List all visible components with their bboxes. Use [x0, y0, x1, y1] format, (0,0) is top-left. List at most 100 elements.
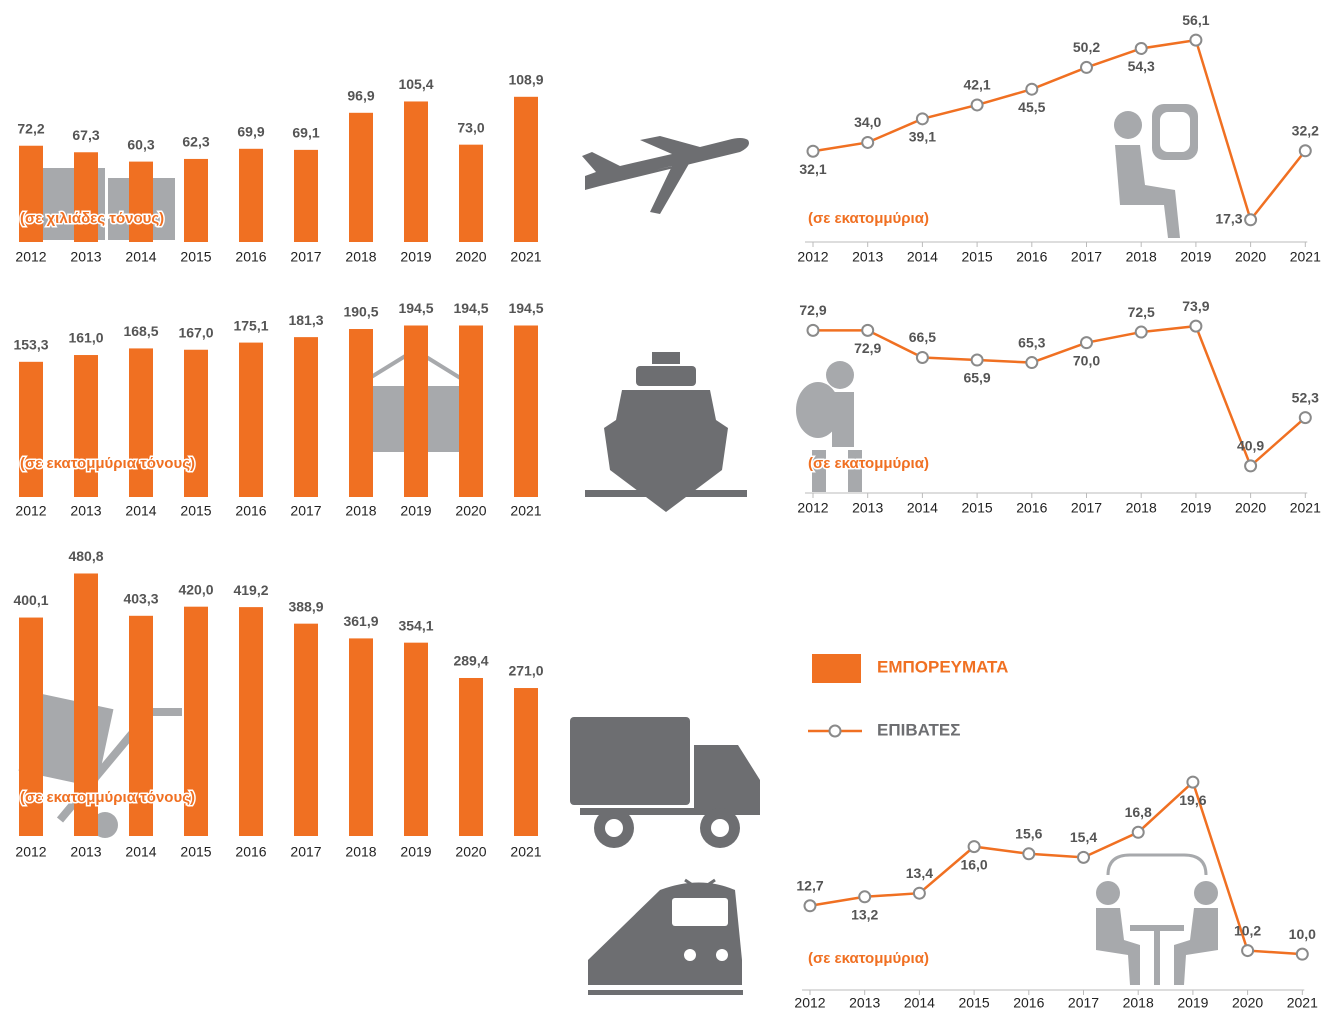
- marker: [1077, 850, 1090, 864]
- x-tick-label: 2021: [510, 503, 541, 519]
- bar: [74, 573, 98, 836]
- unit-label: (σε εκατομμύρια): [808, 455, 929, 472]
- x-tick-label: 2012: [797, 249, 828, 265]
- passenger-pictogram: [1114, 104, 1198, 238]
- value-label: 289,4: [453, 653, 488, 669]
- marker: [1022, 847, 1036, 861]
- bar: [129, 161, 153, 242]
- bar: [404, 325, 428, 497]
- value-label: 72,2: [17, 120, 44, 136]
- marker: [1244, 213, 1258, 227]
- value-label: 19,6: [1179, 792, 1206, 808]
- line: [809, 779, 1303, 956]
- x-tick-label: 2012: [15, 249, 46, 265]
- x-tick-label: 2018: [1126, 249, 1157, 265]
- line: [813, 324, 1307, 469]
- x-tick-label: 2014: [125, 503, 156, 519]
- value-label: 54,3: [1128, 58, 1155, 74]
- x-tick-label: 2015: [959, 995, 990, 1011]
- x-tick-label: 2020: [1235, 249, 1266, 265]
- value-label: 480,8: [68, 548, 103, 564]
- value-label: 15,6: [1015, 825, 1042, 841]
- legend-label: ΕΠΙΒΑΤΕΣ: [877, 720, 960, 739]
- x-tick-label: 2020: [455, 844, 486, 860]
- x-tick-label: 2012: [794, 995, 825, 1011]
- bar: [459, 325, 483, 497]
- marker: [806, 144, 820, 158]
- x-tick-label: 2013: [70, 503, 101, 519]
- marker: [912, 886, 926, 900]
- x-tick-label: 2018: [1123, 995, 1154, 1011]
- plane-icon: [582, 136, 749, 214]
- value-label: 190,5: [343, 304, 378, 320]
- value-label: 69,9: [237, 124, 264, 140]
- marker: [970, 98, 984, 112]
- bar: [294, 623, 318, 836]
- value-label: 70,0: [1073, 352, 1100, 368]
- value-label: 181,3: [288, 312, 323, 328]
- marker: [1186, 775, 1200, 789]
- x-tick-label: 2021: [1290, 500, 1321, 516]
- value-label: 108,9: [508, 72, 543, 88]
- x-tick-label: 2019: [400, 249, 431, 265]
- x-tick-label: 2021: [510, 249, 541, 265]
- bar: [349, 638, 373, 836]
- x-tick-label: 2018: [345, 249, 376, 265]
- x-tick-label: 2019: [1180, 249, 1211, 265]
- marker: [861, 323, 875, 337]
- x-tick-label: 2019: [400, 503, 431, 519]
- marker: [861, 135, 875, 149]
- unit-label: (σε εκατομμύρια τόνους): [20, 455, 195, 472]
- bar: [19, 617, 43, 836]
- value-label: 72,5: [1128, 304, 1155, 320]
- legend: ΕΜΠΟΡΕΥΜΑΤΑ ΕΠΙΒΑΤΕΣ: [808, 654, 1008, 739]
- marker: [1244, 459, 1258, 473]
- value-label: 167,0: [178, 324, 213, 340]
- value-label: 65,9: [963, 370, 990, 386]
- x-tick-label: 2018: [345, 844, 376, 860]
- bar: [239, 148, 263, 242]
- value-label: 10,2: [1234, 922, 1261, 938]
- value-label: 73,9: [1182, 298, 1209, 314]
- x-tick-label: 2015: [962, 249, 993, 265]
- x-tick-label: 2017: [1068, 995, 1099, 1011]
- value-label: 161,0: [68, 330, 103, 346]
- value-label: 403,3: [123, 591, 158, 607]
- x-tick-label: 2017: [290, 844, 321, 860]
- bar: [349, 112, 373, 242]
- x-tick-label: 2015: [180, 844, 211, 860]
- bar: [459, 677, 483, 836]
- marker: [1298, 411, 1312, 425]
- value-label: 15,4: [1070, 829, 1097, 845]
- value-label: 194,5: [508, 300, 543, 316]
- bar: [459, 144, 483, 242]
- x-tick-label: 2014: [907, 500, 938, 516]
- x-tick-label: 2020: [455, 503, 486, 519]
- marker: [967, 840, 981, 854]
- marker: [915, 350, 929, 364]
- value-label: 52,3: [1292, 389, 1319, 405]
- x-tick-label: 2018: [1126, 500, 1157, 516]
- value-label: 16,8: [1125, 804, 1152, 820]
- legend-marker: [828, 724, 842, 738]
- value-label: 40,9: [1237, 438, 1264, 454]
- x-tick-label: 2015: [180, 249, 211, 265]
- value-label: 175,1: [233, 317, 268, 333]
- value-label: 39,1: [909, 129, 936, 145]
- value-label: 45,5: [1018, 99, 1045, 115]
- unit-label: (σε χιλιάδες τόνους): [20, 210, 164, 227]
- x-tick-label: 2013: [852, 500, 883, 516]
- value-label: 32,2: [1292, 122, 1319, 138]
- value-label: 62,3: [182, 134, 209, 150]
- marker: [1025, 82, 1039, 96]
- marker: [1295, 947, 1309, 961]
- value-label: 66,5: [909, 329, 936, 345]
- x-tick-label: 2016: [235, 249, 266, 265]
- value-label: 194,5: [453, 300, 488, 316]
- value-label: 361,9: [343, 613, 378, 629]
- truck-icon: [570, 717, 760, 848]
- legend-swatch: [812, 654, 861, 683]
- bar: [404, 642, 428, 836]
- x-tick-label: 2018: [345, 503, 376, 519]
- marker: [1134, 41, 1148, 55]
